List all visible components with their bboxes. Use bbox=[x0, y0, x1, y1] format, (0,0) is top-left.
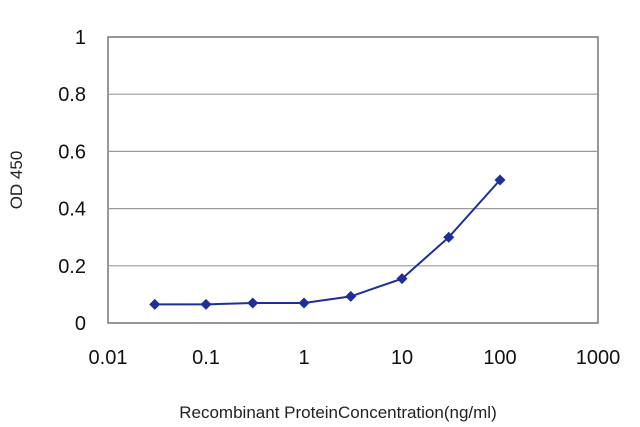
y-tick-label: 1 bbox=[75, 27, 86, 49]
plot-area bbox=[107, 36, 599, 324]
y-tick-label: 0 bbox=[75, 313, 86, 335]
x-tick-label: 0.01 bbox=[89, 347, 128, 369]
y-tick-labels: 0 0.2 0.4 0.6 0.8 1 bbox=[58, 27, 86, 335]
y-tick-label: 0.8 bbox=[58, 84, 86, 106]
x-tick-labels: 0.01 0.1 1 10 100 1000 bbox=[89, 347, 621, 369]
x-tick-label: 10 bbox=[391, 347, 413, 369]
y-tick-label: 0.2 bbox=[58, 256, 86, 278]
gridlines bbox=[108, 93, 598, 267]
x-tick-label: 1000 bbox=[576, 347, 621, 369]
data-point bbox=[443, 231, 455, 243]
data-point bbox=[298, 297, 310, 309]
x-axis-title: Recombinant ProteinConcentration(ng/ml) bbox=[179, 403, 497, 422]
data-point bbox=[200, 298, 212, 310]
x-tick-label: 1 bbox=[298, 347, 309, 369]
data-point bbox=[494, 174, 506, 186]
x-tick-label: 0.1 bbox=[192, 347, 220, 369]
series-line bbox=[154, 179, 501, 306]
data-point bbox=[247, 297, 259, 309]
y-tick-label: 0.6 bbox=[58, 141, 86, 163]
data-point bbox=[345, 290, 357, 302]
y-tick-label: 0.4 bbox=[58, 199, 86, 221]
x-tick-label: 100 bbox=[483, 347, 516, 369]
data-point bbox=[149, 298, 161, 310]
series-layer bbox=[149, 174, 506, 310]
y-axis-title: OD 450 bbox=[7, 151, 26, 210]
data-point bbox=[396, 273, 408, 285]
